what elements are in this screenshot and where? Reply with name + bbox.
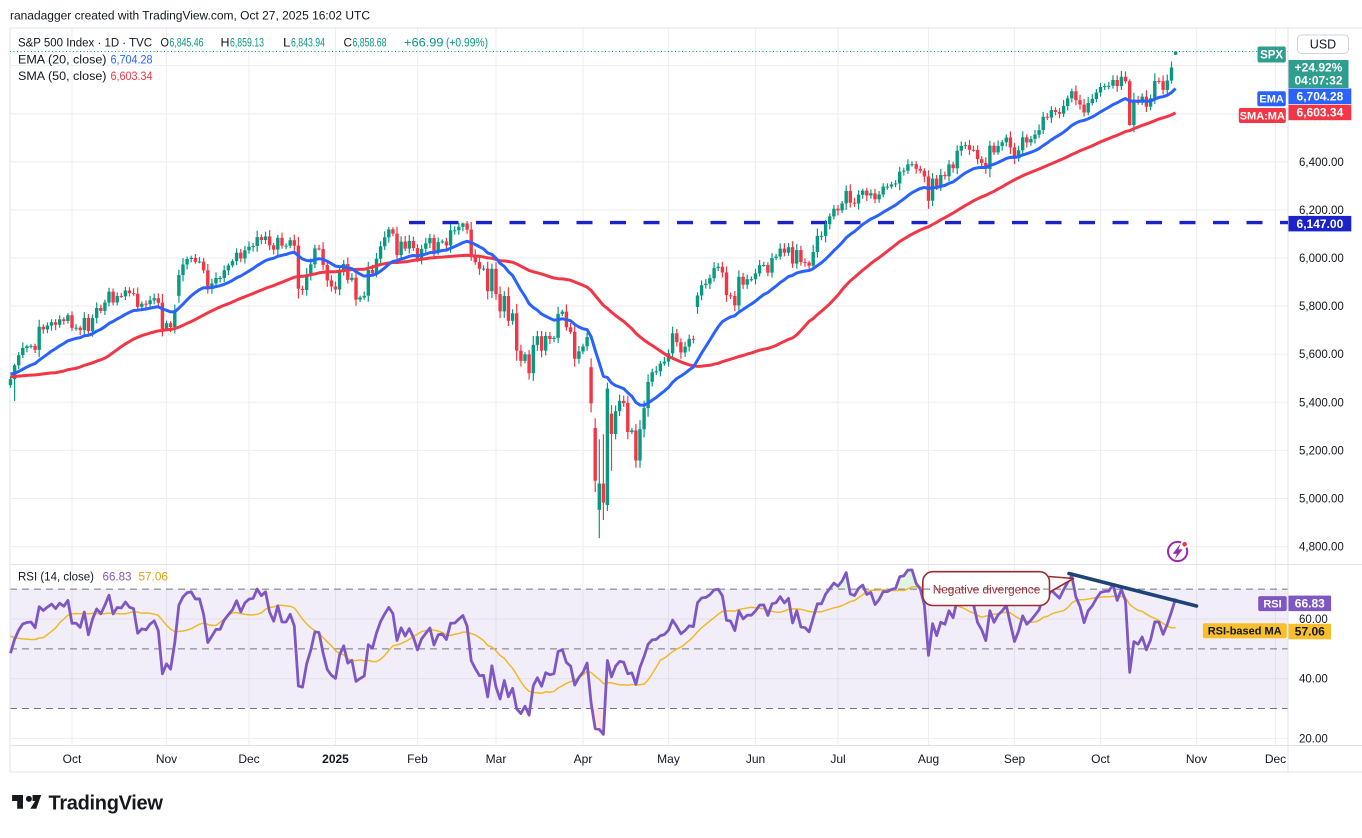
svg-text:Sep: Sep [1004, 752, 1026, 766]
svg-text:Negative divergence: Negative divergence [933, 583, 1041, 597]
svg-text:20.00: 20.00 [1299, 733, 1328, 745]
svg-text:EMA: EMA [1259, 94, 1284, 106]
svg-text:Nov: Nov [1186, 752, 1207, 766]
svg-text:Aug: Aug [918, 752, 939, 766]
svg-text:ranadagger created with Tradin: ranadagger created with TradingView.com,… [10, 9, 370, 23]
svg-text:RSI-based MA: RSI-based MA [1208, 626, 1282, 638]
svg-text:2025: 2025 [322, 752, 349, 766]
svg-text:Jun: Jun [746, 752, 765, 766]
svg-text:40.00: 40.00 [1299, 674, 1328, 686]
svg-text:Mar: Mar [486, 752, 507, 766]
svg-text:Feb: Feb [407, 752, 428, 766]
svg-text:SMA (50, close)6,603.34: SMA (50, close) 6,603.34 [18, 69, 153, 83]
svg-text:RSI: RSI [1263, 599, 1281, 611]
svg-text:5,400.00: 5,400.00 [1299, 397, 1344, 409]
svg-text:USD: USD [1310, 38, 1336, 52]
svg-text:60.00: 60.00 [1299, 614, 1328, 626]
svg-text:5,600.00: 5,600.00 [1299, 349, 1344, 361]
svg-text:Oct: Oct [63, 752, 82, 766]
svg-text:6,200.00: 6,200.00 [1299, 205, 1344, 217]
svg-text:Jul: Jul [830, 752, 845, 766]
svg-text:Nov: Nov [156, 752, 177, 766]
svg-text:6,400.00: 6,400.00 [1299, 157, 1344, 169]
svg-text:6,147.00: 6,147.00 [1297, 217, 1344, 231]
svg-text:5,200.00: 5,200.00 [1299, 445, 1344, 457]
svg-text:4,800.00: 4,800.00 [1299, 542, 1344, 554]
svg-text:66.83: 66.83 [1295, 597, 1325, 611]
svg-text:6,000.00: 6,000.00 [1299, 253, 1344, 265]
svg-text:Oct: Oct [1091, 752, 1110, 766]
svg-text:May: May [657, 752, 680, 766]
svg-text:SPX: SPX [1260, 50, 1283, 62]
svg-text:04:07:32: 04:07:32 [1294, 74, 1342, 88]
svg-text:Dec: Dec [238, 752, 259, 766]
svg-text:5,000.00: 5,000.00 [1299, 494, 1344, 506]
svg-text:5,800.00: 5,800.00 [1299, 301, 1344, 313]
svg-text:6,603.34: 6,603.34 [1297, 106, 1344, 120]
svg-text:EMA (20, close)6,704.28: EMA (20, close) 6,704.28 [18, 53, 153, 67]
svg-text:57.06: 57.06 [1295, 625, 1325, 639]
svg-text:TradingView: TradingView [49, 793, 164, 815]
svg-text:SMA:MA: SMA:MA [1240, 110, 1285, 122]
svg-text:Dec: Dec [1265, 752, 1286, 766]
svg-text:6,704.28: 6,704.28 [1297, 90, 1344, 104]
svg-text:+24.92%: +24.92% [1295, 61, 1343, 75]
svg-text:Apr: Apr [574, 752, 593, 766]
